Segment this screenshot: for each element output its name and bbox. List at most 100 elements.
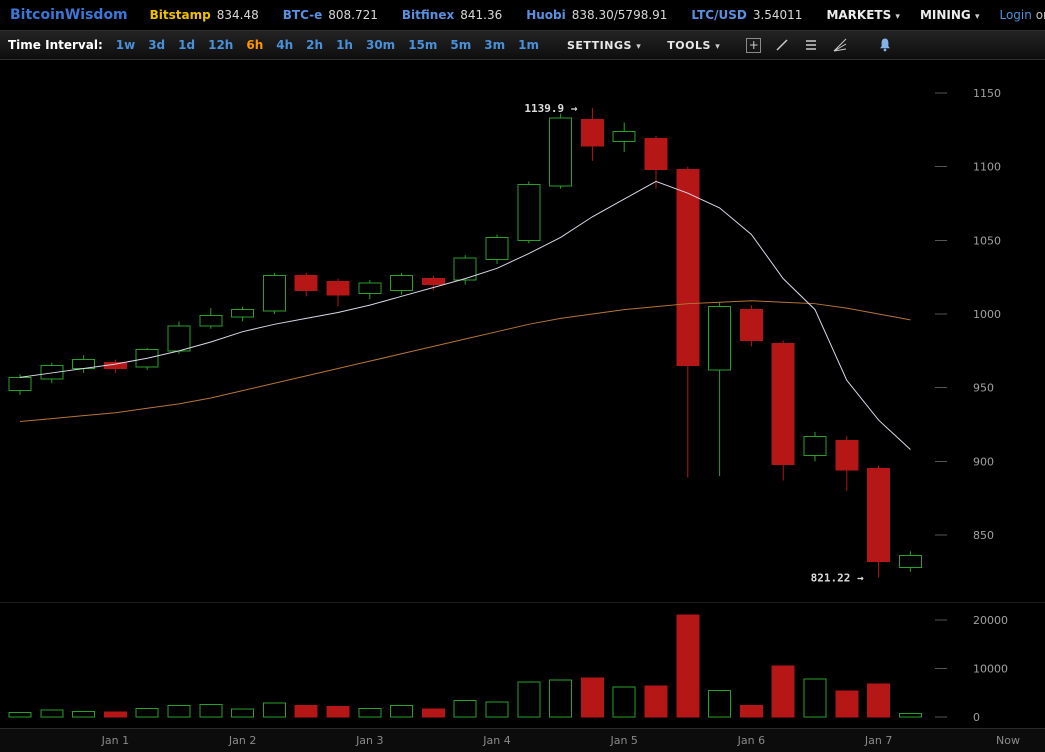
volume-bar	[8, 712, 32, 718]
day-label: Jan 3	[355, 734, 383, 747]
volume-bar	[40, 709, 64, 718]
x-axis-strip	[0, 728, 1045, 752]
candle	[898, 551, 922, 572]
candle	[803, 431, 827, 462]
ticker-item: Bitstamp 834.48	[150, 8, 259, 22]
interval-1h[interactable]: 1h	[336, 38, 353, 52]
price-tick-label: 1150	[973, 87, 1001, 100]
now-label: Now	[996, 734, 1020, 747]
login-link[interactable]: Login	[999, 8, 1032, 22]
ma-slow-line	[19, 300, 911, 423]
day-label: Jan 6	[737, 734, 765, 747]
volume-bar	[231, 708, 255, 718]
interval-30m[interactable]: 30m	[365, 38, 396, 52]
volume-bar	[517, 681, 541, 718]
interval-3d[interactable]: 3d	[148, 38, 166, 52]
interval-3m[interactable]: 3m	[484, 38, 506, 52]
day-label: Jan 2	[228, 734, 256, 747]
candle	[294, 272, 318, 297]
volume-bar	[835, 690, 859, 718]
candle	[453, 255, 477, 285]
interval-1w[interactable]: 1w	[115, 38, 136, 52]
volume-tick-label: 10000	[973, 663, 1008, 676]
candle	[549, 113, 573, 189]
volume-bar	[199, 703, 223, 718]
volume-bar	[453, 700, 477, 718]
candle	[72, 355, 96, 373]
ticker-value: 838.30/5798.91	[571, 8, 668, 22]
candle	[676, 166, 700, 478]
settings-menu[interactable]: SETTINGS ▾	[567, 39, 641, 52]
ticker-item: Huobi 838.30/5798.91	[526, 8, 667, 22]
interval-5m[interactable]: 5m	[450, 38, 472, 52]
ticker-label[interactable]: Huobi	[526, 8, 566, 22]
header-bar: BitcoinWisdom Bitstamp 834.48 BTC-e 808.721…	[0, 0, 1045, 30]
ticker-label[interactable]: Bitfinex	[401, 8, 455, 22]
interval-4h[interactable]: 4h	[276, 38, 294, 52]
interval-12h[interactable]: 12h	[208, 38, 234, 52]
brand[interactable]: BitcoinWisdom	[10, 7, 128, 23]
candle	[358, 280, 382, 300]
chart-canvas[interactable]: 1150 1100 1050 1000 950 900 850 20000 10000 0 1139…	[0, 60, 1045, 752]
candle	[835, 436, 859, 491]
volume-bar	[867, 683, 891, 718]
crosshair-tool-icon[interactable]: +	[746, 37, 762, 53]
volume-bar	[580, 677, 604, 718]
candle	[421, 275, 445, 291]
price-chart[interactable]: 1150 1100 1050 1000 950 900 850 20000 10000 0 1139…	[0, 60, 1045, 752]
ticker-value: 834.48	[216, 8, 259, 22]
ticker-item: BTC-e 808.721	[283, 8, 378, 22]
auth-links: Login or Register	[999, 8, 1045, 22]
volume-bar	[549, 679, 573, 718]
interval-1m[interactable]: 1m	[518, 38, 539, 52]
time-interval-label: Time Interval:	[8, 38, 103, 52]
settings-label: SETTINGS	[566, 38, 632, 52]
interval-6h[interactable]: 6h	[246, 38, 264, 52]
day-label: Jan 7	[864, 734, 892, 747]
exchange-tickers: Bitstamp 834.48 BTC-e 808.721 Bitfinex 841.36…	[150, 8, 827, 22]
markets-menu[interactable]: MARKETS ▾	[826, 8, 900, 22]
volume-bar	[644, 685, 668, 718]
candle	[644, 135, 668, 189]
price-tick-label: 1000	[973, 308, 1001, 321]
interval-2h[interactable]: 2h	[306, 38, 324, 52]
candle	[708, 302, 732, 477]
candle	[771, 340, 795, 481]
alert-bell-icon[interactable]	[877, 37, 893, 53]
mining-label: MINING	[919, 8, 971, 22]
horizontal-lines-tool-icon[interactable]	[803, 37, 819, 53]
trendline-tool-icon[interactable]	[774, 37, 790, 53]
candle	[326, 278, 350, 307]
candle	[40, 362, 64, 384]
volume-bar	[485, 701, 509, 718]
or-text: or	[1035, 8, 1045, 22]
volume-bar	[326, 705, 350, 718]
candle	[517, 181, 541, 244]
volume-bar	[390, 704, 414, 718]
tools-menu[interactable]: TOOLS ▾	[667, 39, 720, 52]
volume-bar	[898, 713, 922, 718]
interval-list: 1w 3d 1d 12h 6h 4h 2h 1h 30m 15m 5m 3m 1m	[116, 38, 539, 52]
volume-bar	[771, 665, 795, 718]
fan-tool-icon[interactable]	[832, 37, 848, 53]
ticker-label[interactable]: BTC-e	[282, 8, 323, 22]
interval-1d[interactable]: 1d	[178, 38, 196, 52]
ma-fast-line	[19, 180, 911, 450]
ticker-label[interactable]: Bitstamp	[149, 8, 211, 22]
volume-bar	[262, 702, 286, 718]
ticker-label[interactable]: LTC/USD	[691, 8, 747, 22]
toolbar: Time Interval: 1w 3d 1d 12h 6h 4h 2h 1h 30m 15m 5m…	[0, 30, 1045, 60]
candle	[739, 305, 763, 347]
ticker-item: Bitfinex 841.36	[402, 8, 502, 22]
volume-tick-label: 20000	[973, 614, 1008, 627]
volume-bar	[72, 711, 96, 718]
candle	[103, 359, 127, 373]
mining-menu[interactable]: MINING ▾	[920, 8, 980, 22]
volume-bar	[135, 707, 159, 718]
ticker-value: 841.36	[460, 8, 503, 22]
caret-down-icon: ▾	[974, 12, 980, 22]
markets-label: MARKETS	[826, 8, 892, 22]
caret-down-icon: ▾	[715, 41, 721, 52]
interval-15m[interactable]: 15m	[408, 38, 438, 52]
ticker-item: LTC/USD 3.54011	[691, 8, 802, 22]
